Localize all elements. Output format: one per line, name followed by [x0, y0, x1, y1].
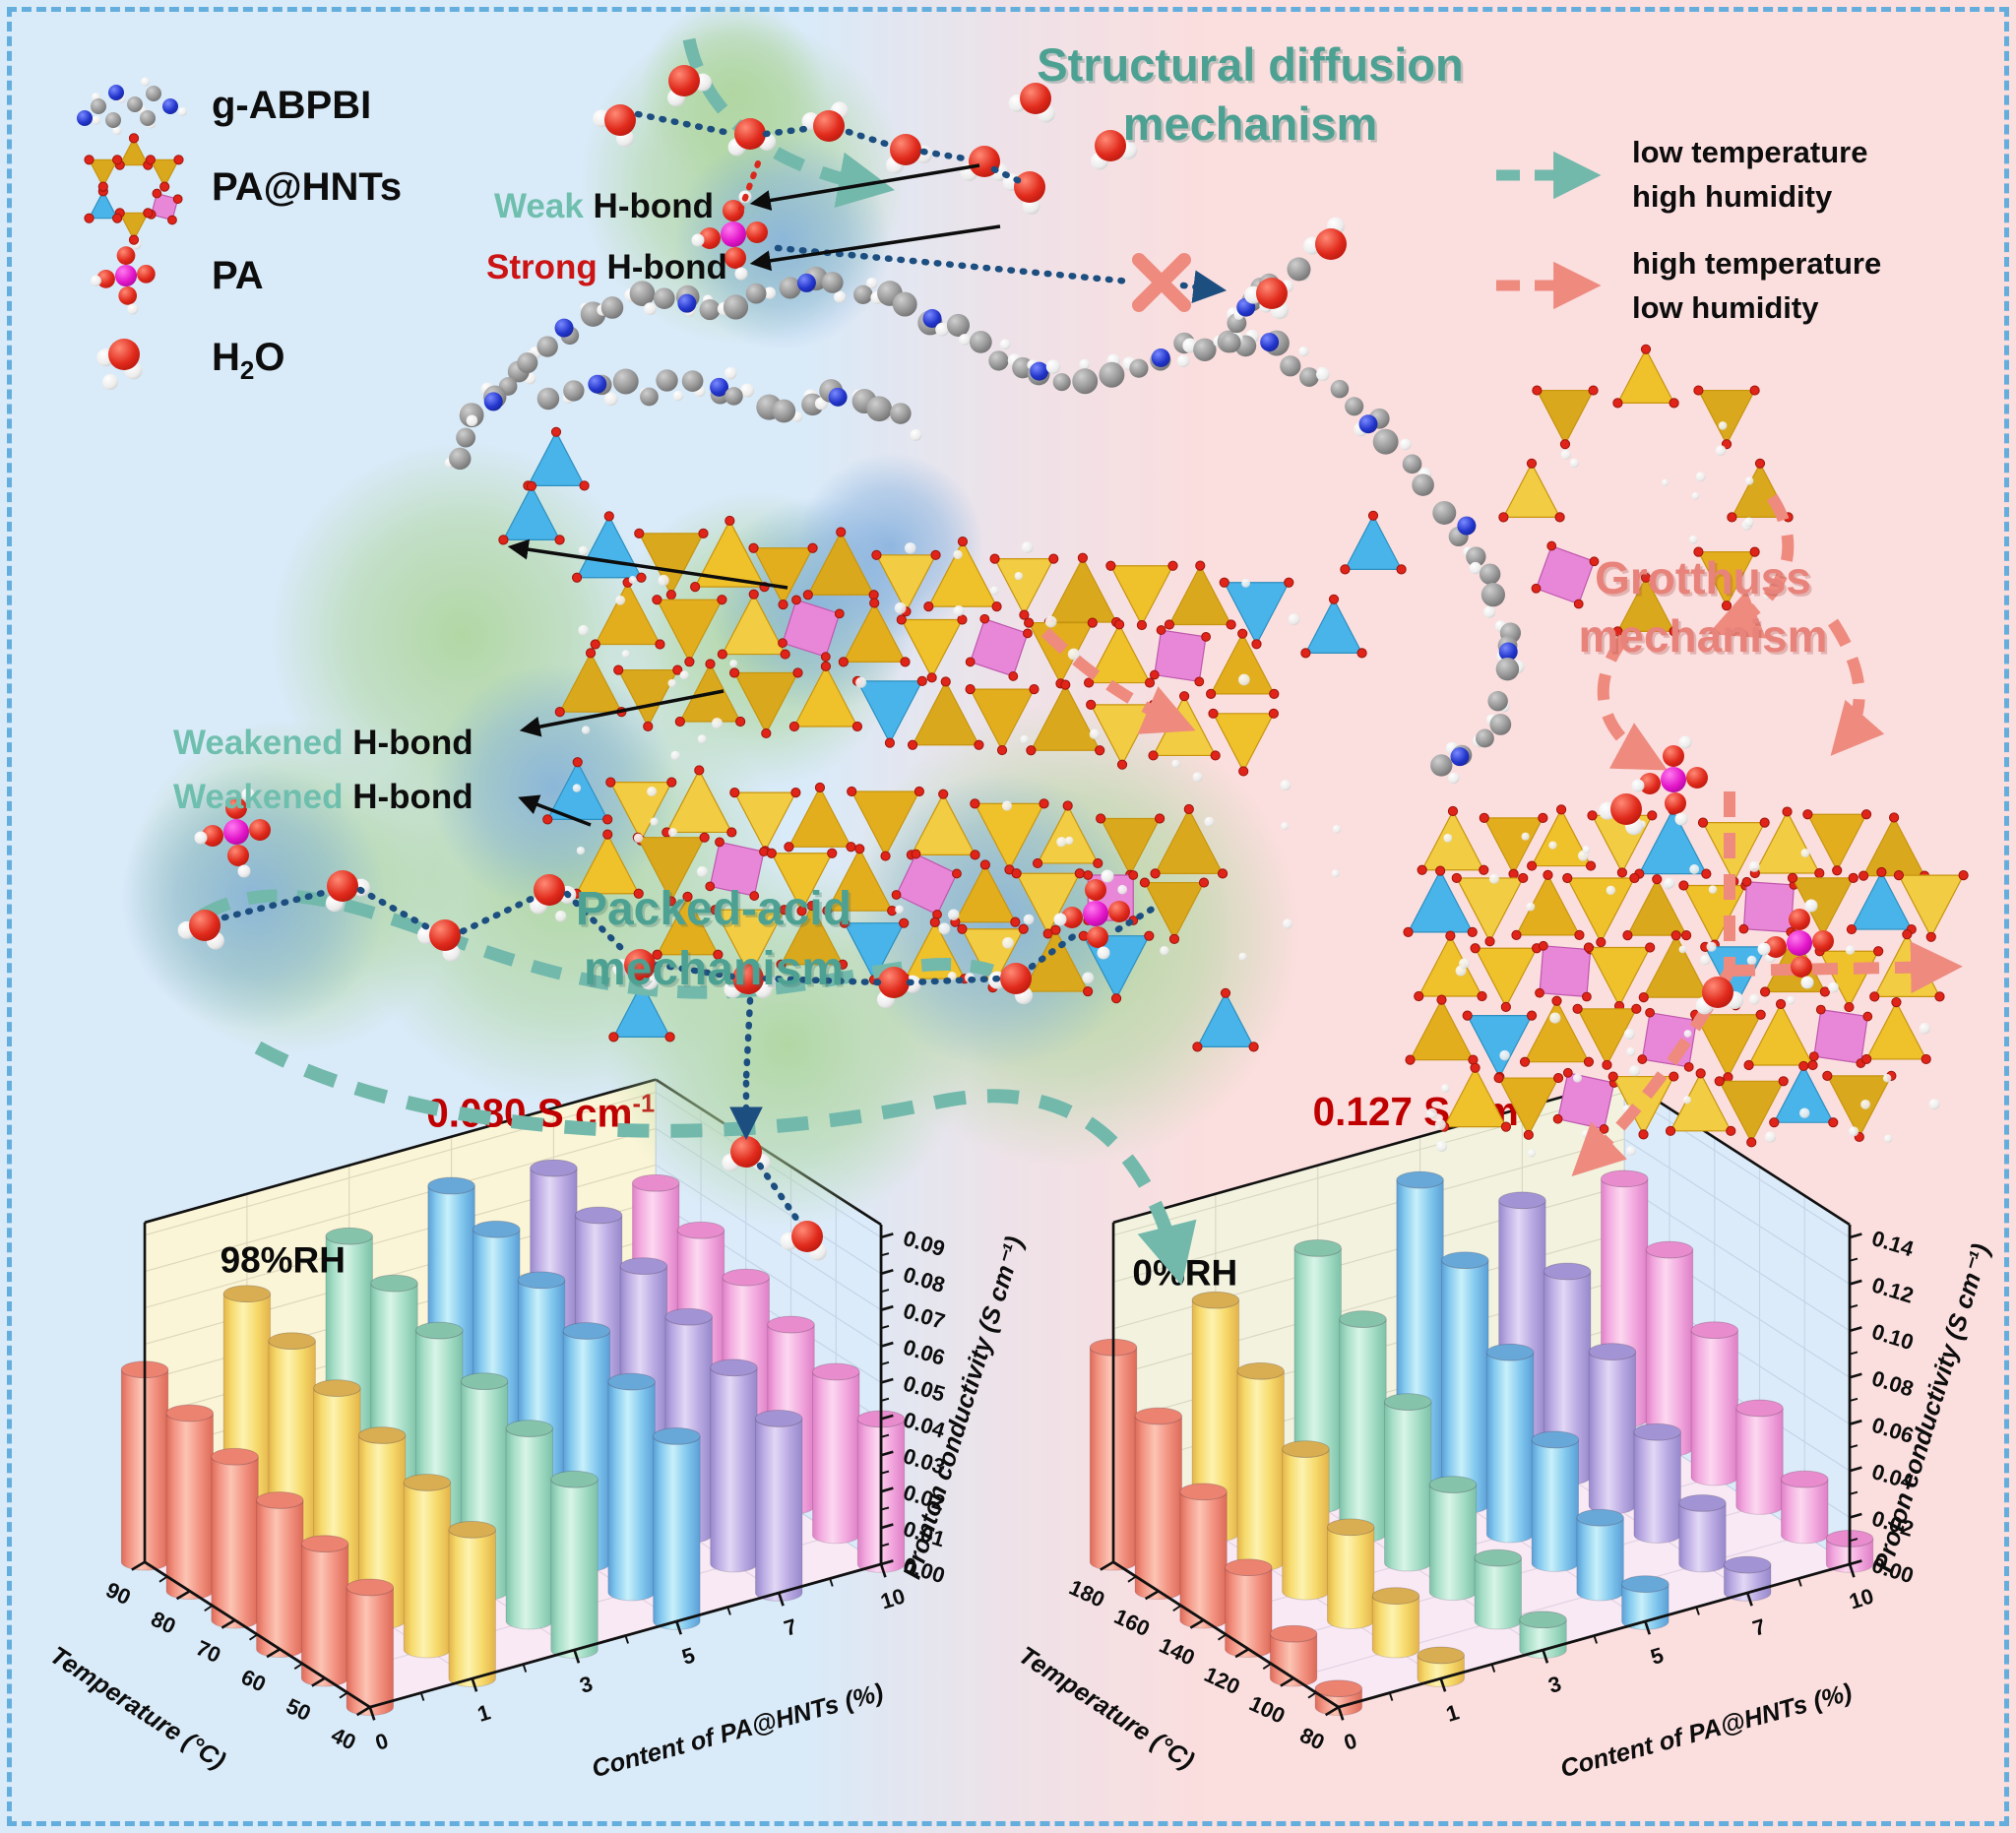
- conductivity-chart-0rh: 80 100 120 140 160 180 0 1 3 5 7 10 0.00 0.02 0.04 0.06…: [1014, 1073, 1995, 1827]
- packed-acid-title: Packed-acid mechanism: [575, 883, 852, 996]
- svg-text:Content of PA@HNTs (%): Content of PA@HNTs (%): [1557, 1678, 1855, 1783]
- svg-text:0: 0: [1341, 1728, 1359, 1754]
- svg-text:60: 60: [237, 1665, 270, 1697]
- svg-text:80: 80: [148, 1607, 180, 1639]
- rh-annotation-0: 0%RH: [1132, 1253, 1237, 1294]
- svg-text:0.08: 0.08: [1869, 1365, 1917, 1401]
- svg-text:0.10: 0.10: [1869, 1319, 1917, 1355]
- weak-hbond-label: Weak H-bond: [494, 187, 714, 225]
- svg-text:0.09: 0.09: [901, 1226, 948, 1261]
- blocked-path-x: [1132, 253, 1191, 312]
- svg-text:3: 3: [1545, 1671, 1564, 1697]
- svg-text:Content of PA@HNTs (%): Content of PA@HNTs (%): [589, 1678, 886, 1783]
- svg-text:90: 90: [102, 1577, 135, 1610]
- svg-text:160: 160: [1110, 1604, 1154, 1641]
- peak-annotation-98rh: 0.080 S cm-1: [426, 1091, 655, 1136]
- svg-text:120: 120: [1201, 1662, 1244, 1699]
- chart-98rh-plot: 40506070809001357100.000.010.020.030.040…: [45, 1078, 1029, 1783]
- legend-icons: [77, 77, 187, 245]
- svg-text:3: 3: [577, 1671, 596, 1697]
- legend-item-pa: PA: [212, 254, 264, 297]
- legend-item-pahnts: PA@HNTs: [212, 165, 403, 209]
- legend-item-gabpbi: g-ABPBI: [212, 84, 372, 127]
- weakened-hbond-label-2: Weakened H-bond: [173, 778, 473, 816]
- svg-text:0.08: 0.08: [901, 1262, 948, 1297]
- svg-text:0.12: 0.12: [1869, 1272, 1917, 1307]
- svg-text:40: 40: [328, 1723, 360, 1755]
- legend-high-temp-low-humidity: high temperature low humidity: [1632, 246, 1882, 325]
- svg-text:0.05: 0.05: [901, 1370, 948, 1406]
- svg-text:100: 100: [1245, 1691, 1289, 1729]
- structural-diffusion-title: Structural diffusion mechanism: [1037, 38, 1464, 151]
- chart-0rh-plot: 8010012014016018001357100.000.020.040.06…: [1014, 1078, 1995, 1783]
- svg-text:5: 5: [679, 1642, 698, 1669]
- polymer-chain: [444, 257, 1525, 785]
- svg-text:10: 10: [1847, 1583, 1877, 1613]
- svg-text:7: 7: [1750, 1613, 1769, 1640]
- svg-text:0: 0: [372, 1728, 391, 1754]
- svg-text:180: 180: [1065, 1575, 1108, 1612]
- svg-text:0.07: 0.07: [901, 1298, 948, 1334]
- grotthuss-title: Grotthuss mechanism: [1578, 552, 1828, 662]
- svg-text:140: 140: [1156, 1633, 1199, 1671]
- legend-item-h2o: H2O: [212, 336, 285, 385]
- svg-text:0.06: 0.06: [901, 1335, 948, 1370]
- weakened-hbond-label-1: Weakened H-bond: [173, 724, 473, 762]
- svg-text:70: 70: [192, 1635, 224, 1668]
- svg-text:50: 50: [283, 1693, 315, 1726]
- conductivity-chart-98rh: 40 50 60 70 80 90 0 1 3 5 7 10 0.00 0.01 0.02 0.03 0.04 0…: [45, 1073, 1029, 1827]
- rh-annotation-98: 98%RH: [220, 1239, 346, 1280]
- svg-text:7: 7: [782, 1613, 800, 1640]
- svg-text:1: 1: [474, 1699, 493, 1726]
- svg-text:80: 80: [1296, 1723, 1329, 1755]
- svg-text:1: 1: [1443, 1699, 1462, 1726]
- peak-annotation-0rh: 0.127 S cm-1: [1313, 1089, 1542, 1134]
- svg-text:5: 5: [1648, 1642, 1667, 1669]
- strong-hbond-label: Strong H-bond: [486, 248, 727, 286]
- svg-text:0.14: 0.14: [1869, 1226, 1918, 1262]
- svg-text:10: 10: [878, 1583, 909, 1613]
- legend-low-temp-high-humidity: low temperature high humidity: [1632, 135, 1868, 214]
